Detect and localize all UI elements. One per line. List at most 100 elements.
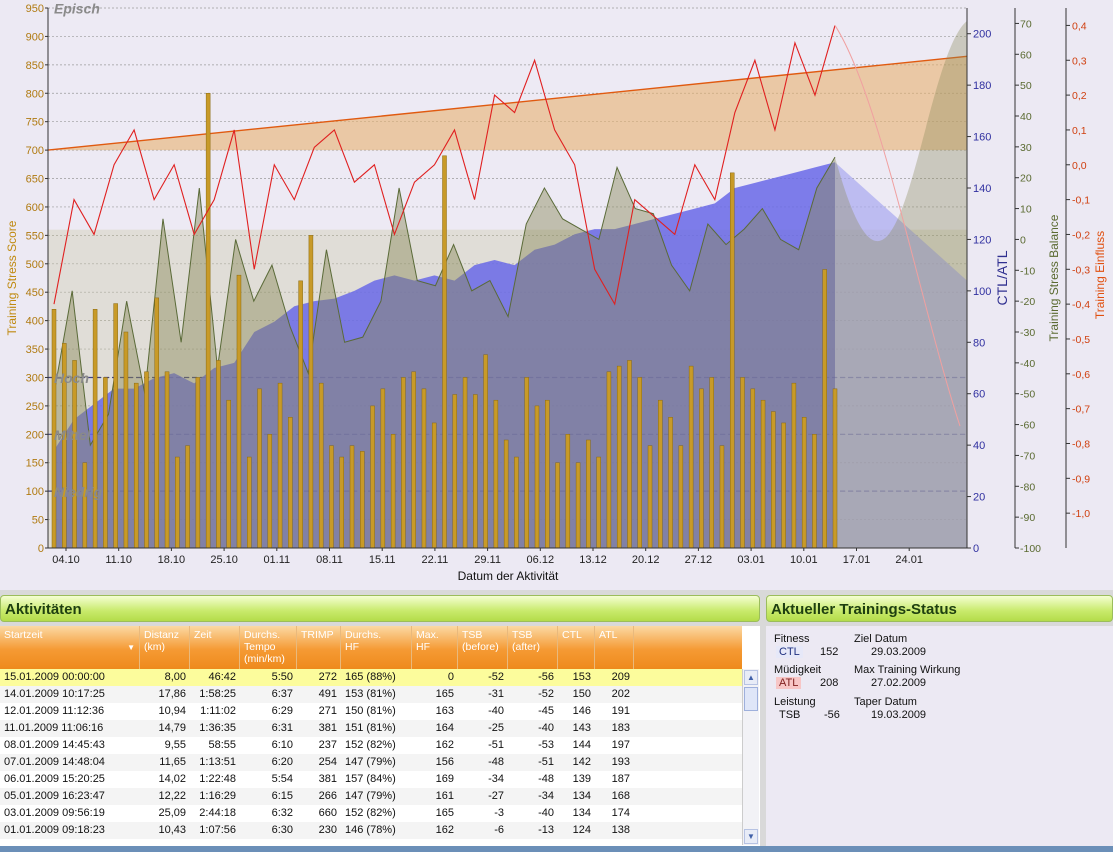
tss-bar xyxy=(401,377,406,549)
status-bar xyxy=(0,846,1113,852)
table-cell: -34 xyxy=(488,773,504,785)
table-cell: 6:30 xyxy=(271,824,293,836)
tss-tick-label: 700 xyxy=(26,145,44,157)
table-cell: 153 (81%) xyxy=(345,688,396,700)
table-cell: 25,09 xyxy=(158,807,186,819)
table-cell: -40 xyxy=(488,705,504,717)
table-cell: 156 xyxy=(435,756,454,768)
table-cell: 1:36:35 xyxy=(199,722,236,734)
tss-bar xyxy=(719,445,725,549)
scroll-up-icon[interactable]: ▲ xyxy=(744,670,758,685)
tss-bar xyxy=(688,365,694,549)
target-date-value: 29.03.2009 xyxy=(871,646,927,658)
ctl-tick-label: 80 xyxy=(973,337,985,349)
table-cell: 157 (84%) xyxy=(345,773,396,785)
table-cell: 0 xyxy=(447,671,454,683)
table-cell: 6:37 xyxy=(271,688,293,700)
table-cell: 272 xyxy=(318,671,337,683)
einfluss-tick-label: -0,5 xyxy=(1072,334,1090,346)
tss-bar xyxy=(637,377,642,549)
tsb-tick-label: 0 xyxy=(1020,234,1026,246)
table-row[interactable]: 06.01.2009 15:20:25 14,02 1:22:48 5:54 381 15… xyxy=(0,771,742,788)
tss-bar xyxy=(277,382,283,549)
table-row[interactable]: 14.01.2009 10:17:25 17,86 1:58:25 6:37 491 15… xyxy=(0,686,742,703)
status-panel: Fitness CTL 152 Müdigkeit ATL 208 Leistu… xyxy=(766,626,1113,846)
tss-tick-label: 950 xyxy=(26,3,44,15)
column-header[interactable]: TRIMP xyxy=(297,626,341,669)
table-body: 15.01.2009 00:00:00 8,00 46:42 5:50 272 165 (… xyxy=(0,669,742,839)
column-header[interactable]: Distanz (km) xyxy=(140,626,190,669)
table-cell: 8,00 xyxy=(164,671,186,683)
table-row[interactable]: 07.01.2009 14:48:04 11,65 1:13:51 6:20 254 14… xyxy=(0,754,742,771)
tss-bar xyxy=(236,274,242,549)
activities-panel-title: Aktivitäten xyxy=(0,595,760,622)
table-row[interactable]: 12.01.2009 11:12:36 10,94 1:11:02 6:29 271 15… xyxy=(0,703,742,720)
table-cell: 191 xyxy=(611,705,630,717)
einfluss-tick-label: -1,0 xyxy=(1072,508,1090,520)
column-header[interactable]: ATL xyxy=(595,626,634,669)
column-header[interactable]: CTL xyxy=(558,626,595,669)
tss-bar xyxy=(308,235,314,549)
table-cell: 169 xyxy=(435,773,454,785)
tss-bar xyxy=(575,462,581,549)
table-cell: 165 xyxy=(435,807,454,819)
tss-bar xyxy=(791,382,797,549)
table-cell: 12.01.2009 11:12:36 xyxy=(4,705,105,717)
table-cell: 266 xyxy=(318,790,337,802)
tss-bar xyxy=(606,371,612,549)
fatigue-label: Müdigkeit xyxy=(774,664,822,676)
column-header[interactable]: Zeit xyxy=(190,626,240,669)
einfluss-tick-label: -0,8 xyxy=(1072,438,1090,450)
ctl-tick-label: 20 xyxy=(973,492,985,504)
table-row[interactable]: 11.01.2009 11:06:16 14,79 1:36:35 6:31 381 15… xyxy=(0,720,742,737)
table-cell: 11,65 xyxy=(159,756,186,768)
table-cell: 12,22 xyxy=(158,790,186,802)
einfluss-tick-label: -0,3 xyxy=(1072,264,1090,276)
atl-badge: ATL xyxy=(776,677,802,689)
table-cell: 1:58:25 xyxy=(199,688,236,700)
table-cell: 146 xyxy=(572,705,591,717)
tss-tick-label: 650 xyxy=(26,174,44,186)
table-row[interactable]: 08.01.2009 14:45:43 9,55 58:55 6:10 237 152 (… xyxy=(0,737,742,754)
tss-bar xyxy=(534,405,540,549)
table-cell: 165 (88%) xyxy=(345,671,396,683)
table-cell: -45 xyxy=(538,705,554,717)
column-header[interactable]: Durchs. HF xyxy=(341,626,412,669)
table-cell: 08.01.2009 14:45:43 xyxy=(4,739,105,751)
table-row[interactable]: 15.01.2009 00:00:00 8,00 46:42 5:50 272 165 (… xyxy=(0,669,742,686)
einfluss-tick-label: -0,6 xyxy=(1072,369,1090,381)
table-cell: 17,86 xyxy=(158,688,186,700)
table-cell: 153 xyxy=(572,671,591,683)
tss-bar xyxy=(205,93,211,549)
table-cell: 2:44:18 xyxy=(199,807,236,819)
column-header[interactable]: TSB (before) xyxy=(458,626,508,669)
table-cell: -48 xyxy=(488,756,504,768)
table-row[interactable]: 03.01.2009 09:56:19 25,09 2:44:18 6:32 660 15… xyxy=(0,805,742,822)
tss-bar xyxy=(339,456,344,549)
tss-bar xyxy=(349,445,355,549)
influence-line xyxy=(53,25,836,306)
table-cell: 6:31 xyxy=(271,722,293,734)
column-header[interactable]: Startzeit ▼ xyxy=(0,626,140,669)
tss-bar xyxy=(545,399,550,549)
column-header[interactable]: Max. HF xyxy=(412,626,458,669)
tss-tick-label: 400 xyxy=(26,316,44,328)
einfluss-tick-label: -0,4 xyxy=(1072,299,1090,311)
column-header[interactable]: Durchs. Tempo (min/km) xyxy=(240,626,297,669)
scroll-down-icon[interactable]: ▼ xyxy=(744,829,758,844)
max-effect-value: 27.02.2009 xyxy=(871,677,927,689)
tss-bar xyxy=(555,462,560,549)
table-scrollbar[interactable]: ▲ ▼ xyxy=(742,669,759,845)
tss-bar xyxy=(113,303,118,549)
table-cell: -40 xyxy=(538,722,554,734)
sort-desc-icon[interactable]: ▼ xyxy=(127,643,135,652)
table-cell: 381 xyxy=(318,722,337,734)
scroll-thumb[interactable] xyxy=(744,687,758,711)
tss-bar xyxy=(216,360,221,549)
table-row[interactable]: 05.01.2009 16:23:47 12,22 1:16:29 6:15 266 14… xyxy=(0,788,742,805)
table-cell: 150 (81%) xyxy=(345,705,396,717)
column-header[interactable]: TSB (after) xyxy=(508,626,558,669)
tsb-tick-label: 30 xyxy=(1020,142,1032,154)
table-row[interactable]: 01.01.2009 09:18:23 10,43 1:07:56 6:30 230 14… xyxy=(0,822,742,839)
tss-bar xyxy=(781,422,786,549)
